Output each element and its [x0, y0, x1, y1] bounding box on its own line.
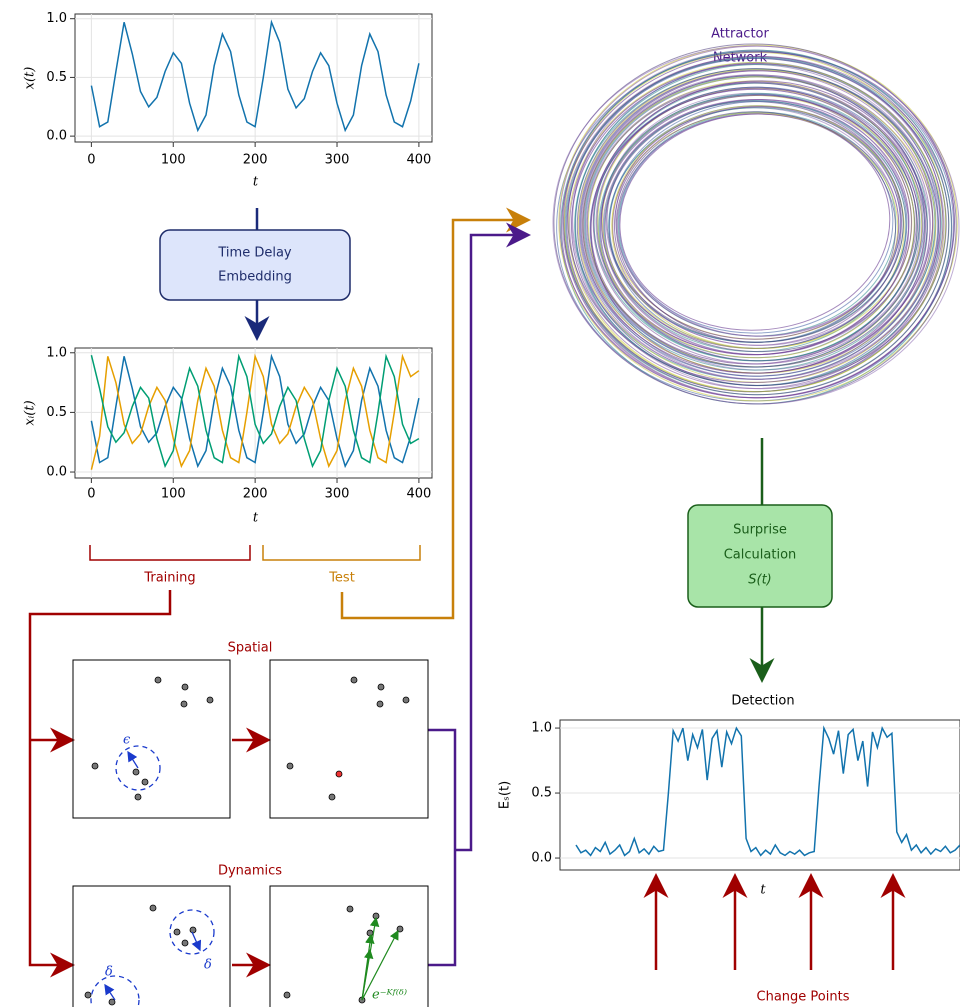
x-tick-label: 0: [87, 487, 95, 502]
chart-title: Detection: [731, 694, 794, 709]
change-points-label: Change Points: [757, 990, 850, 1005]
surprise-box: [687, 504, 833, 608]
embedding-box: [159, 229, 351, 301]
y-tick-label: 1.0: [531, 721, 552, 736]
radius-arrows: [104, 750, 202, 1001]
y-tick-label: 1.0: [46, 345, 67, 360]
test-connector: [340, 207, 531, 620]
y-axis-label: x(t): [23, 67, 38, 90]
plot-area: [74, 13, 433, 143]
y-tick-label: 0.5: [46, 70, 67, 85]
x-tick-label: 300: [325, 487, 350, 502]
bracket: [89, 545, 251, 561]
series-line: [90, 353, 420, 469]
series-line: [90, 353, 420, 470]
y-axis-label: Eₛ(t): [498, 781, 513, 809]
box-label: S(t): [748, 573, 772, 588]
ring-strand: [552, 45, 960, 405]
x-tick-label: 100: [161, 487, 186, 502]
x-tick-label: 0: [87, 153, 95, 168]
x-tick-label: 100: [161, 153, 186, 168]
training-connector: [28, 590, 172, 978]
series-line: [575, 725, 960, 857]
training-label: Training: [143, 571, 195, 586]
model-connector: [428, 235, 526, 967]
kernel: e⁻ᴷᶠ⁽ᵟ⁾: [372, 988, 407, 1003]
attractor-ring: [552, 43, 960, 405]
series-line: [90, 19, 420, 133]
ring-strand: [558, 44, 958, 402]
delta: δ: [204, 958, 212, 973]
box-label: Calculation: [724, 548, 797, 563]
box-label: Embedding: [218, 270, 292, 285]
panels: [72, 659, 429, 1007]
y-tick-label: 0.5: [531, 786, 552, 801]
x-axis-label: t: [760, 883, 766, 898]
y-tick-label: 1.0: [46, 11, 67, 26]
change-point-arrows: [643, 873, 906, 970]
x-tick-label: 300: [325, 153, 350, 168]
test-label: Test: [328, 571, 355, 586]
box-label: Surprise: [733, 523, 787, 538]
neighborhoods: [90, 745, 215, 1007]
x-tick-label: 200: [243, 487, 268, 502]
plot-area: [559, 719, 960, 871]
spatial-label: Spatial: [228, 641, 273, 656]
y-tick-label: 0.5: [46, 405, 67, 420]
series-line: [90, 353, 420, 469]
x-tick-label: 400: [406, 487, 431, 502]
box-label: Time Delay: [217, 246, 292, 261]
dynamics-label: Dynamics: [218, 864, 282, 879]
transition-arrows: [361, 916, 399, 1001]
delta: δ: [105, 965, 113, 980]
x-axis-label: t: [253, 511, 259, 526]
y-tick-label: 0.0: [46, 465, 67, 480]
x-tick-label: 200: [243, 153, 268, 168]
y-axis-label: xᵢ(t): [23, 400, 38, 425]
epsilon: ϵ: [123, 733, 131, 748]
y-tick-label: 0.0: [46, 129, 67, 144]
bracket: [262, 545, 421, 561]
x-tick-label: 400: [406, 153, 431, 168]
y-tick-label: 0.0: [531, 851, 552, 866]
x-axis-label: t: [253, 175, 259, 190]
attractor-label: Attractor: [711, 27, 769, 42]
sample-points: [84, 676, 410, 1006]
